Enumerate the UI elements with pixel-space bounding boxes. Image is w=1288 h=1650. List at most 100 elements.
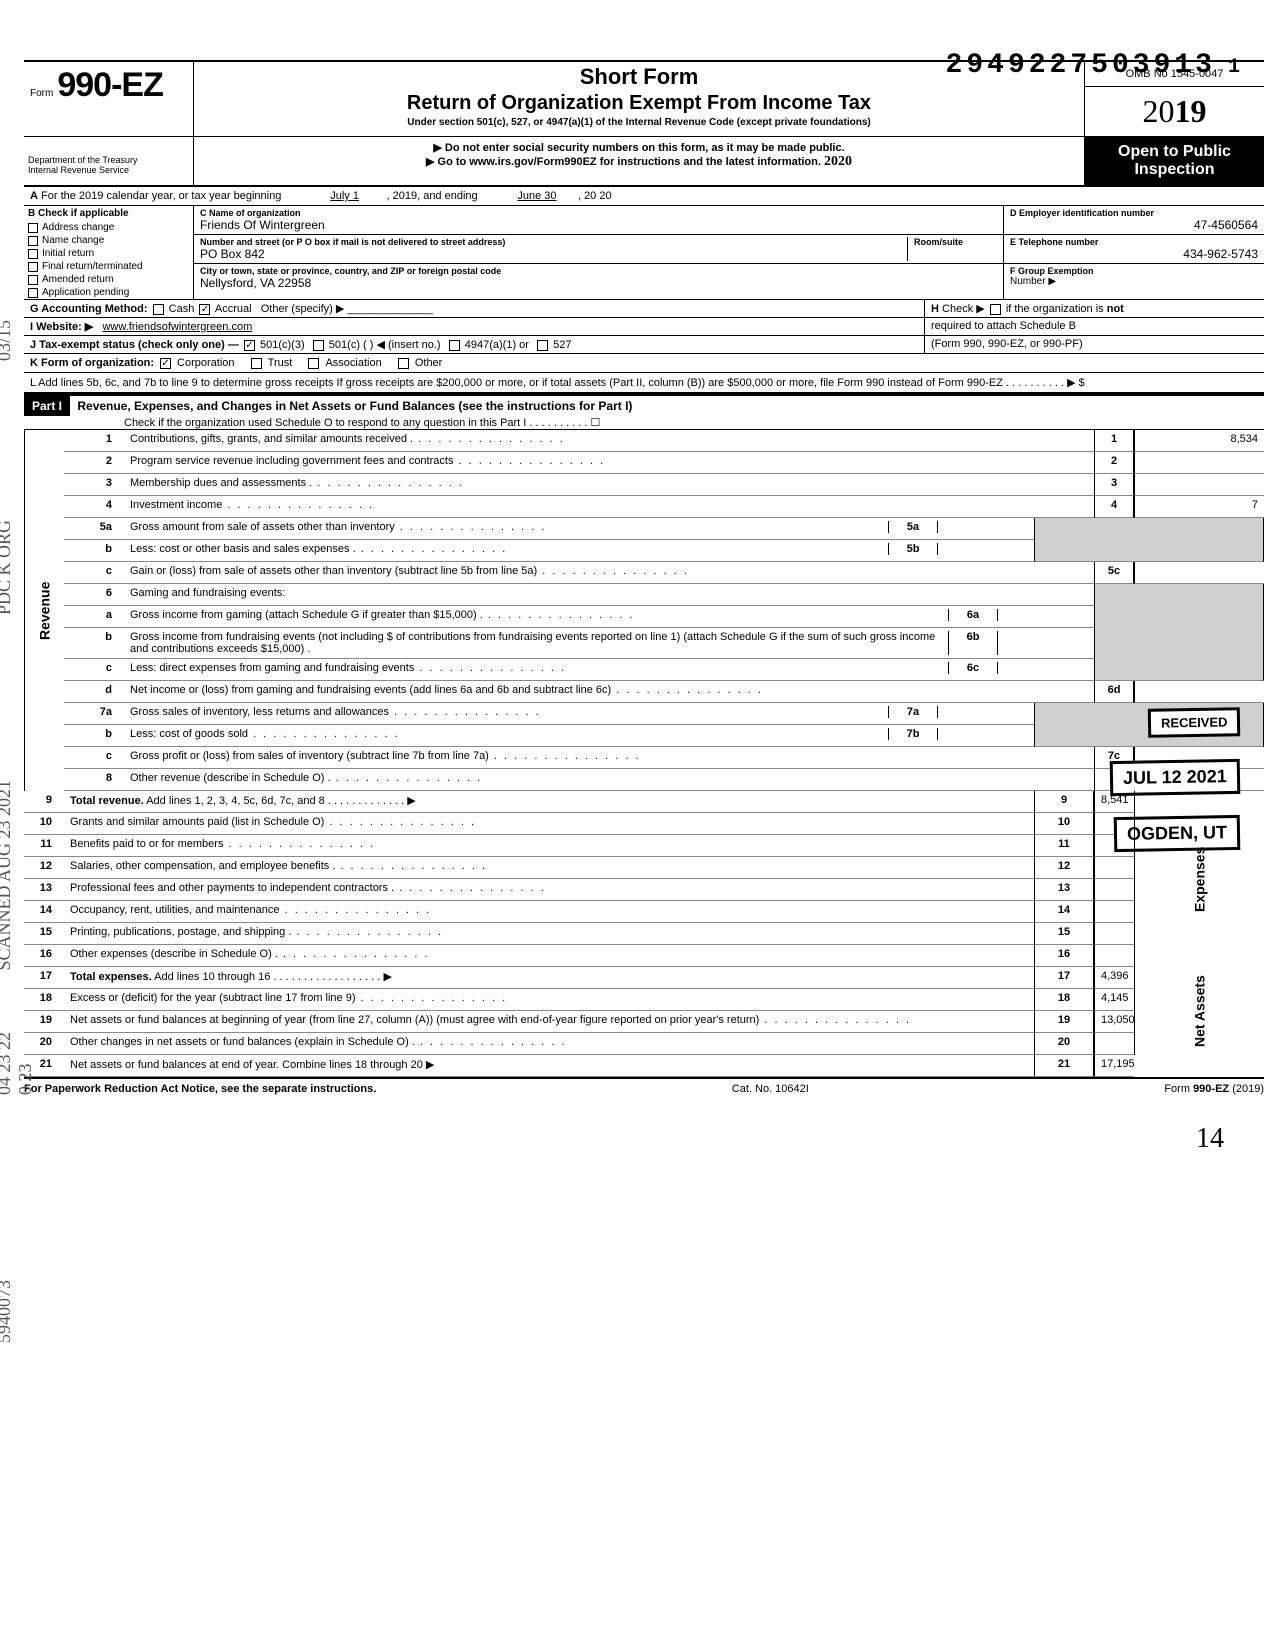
chk-address-change[interactable]: Address change [24,221,193,234]
chk-other[interactable] [398,358,409,369]
chk-association[interactable] [308,358,319,369]
chk-corporation[interactable] [160,358,171,369]
line-h-end: (Form 990, 990-EZ, or 990-PF) [924,336,1264,353]
line-7c-num: c [64,747,124,769]
chk-final-return[interactable]: Final return/terminated [24,260,193,273]
line-l: L Add lines 5b, 6c, and 7b to line 9 to … [24,373,1264,394]
line-14-val [1094,901,1134,923]
sidebar-net-assets: Net Assets [1134,967,1264,1055]
line-13-desc: Professional fees and other payments to … [64,879,1034,901]
line-5a-num: 5a [64,518,124,540]
line-13-val [1094,879,1134,901]
line-8-desc: Other revenue (describe in Schedule O) . [124,769,1094,791]
line-11-desc: Benefits paid to or for members [64,835,1034,857]
addr-label: Number and street (or P O box if mail is… [200,237,907,247]
main-info-block: B Check if applicable Address change Nam… [24,206,1264,300]
line-4-num: 4 [64,496,124,518]
line-18-box: 18 [1034,989,1094,1011]
line-7b-num: b [64,725,124,747]
line-5b-num: b [64,540,124,562]
margin-scribble-2: PDC K ORG [0,520,15,615]
chk-501c[interactable] [313,340,324,351]
line-10-box: 10 [1034,813,1094,835]
line-5c-val [1134,562,1264,584]
line-3-box: 3 [1094,474,1134,496]
line-13-num: 13 [24,879,64,901]
margin-scribble-4: 04 23 22 0 23 [0,1020,36,1095]
line-15-val [1094,923,1134,945]
group-exempt-label: F Group Exemption [1010,266,1258,276]
chk-trust[interactable] [251,358,262,369]
ein-label: D Employer identification number [1010,208,1258,218]
shaded-6 [1094,584,1264,681]
line-6a-desc: Gross income from gaming (attach Schedul… [124,606,1094,628]
line-13-box: 13 [1034,879,1094,901]
line-6-desc: Gaming and fundraising events: [124,584,1094,606]
line-2-num: 2 [64,452,124,474]
chk-name-change[interactable]: Name change [24,234,193,247]
line-1-val: 8,534 [1134,430,1264,452]
sidebar-expenses: Expenses [1134,791,1264,967]
line-16-val [1094,945,1134,967]
part-1-label: Part I [24,396,70,416]
line-10-desc: Grants and similar amounts paid (list in… [64,813,1034,835]
line-3-desc: Membership dues and assessments . [124,474,1094,496]
tax-year-row: A For the 2019 calendar year, or tax yea… [24,185,1264,206]
sidebar-revenue: Revenue [24,430,64,791]
line-6b-desc: Gross income from fundraising events (no… [124,628,1094,659]
line-2-box: 2 [1094,452,1134,474]
line-8-num: 8 [64,769,124,791]
header-row-2: Department of the TreasuryInternal Reven… [24,136,1264,185]
section-b: B Check if applicable Address change Nam… [24,206,194,299]
line-20-box: 20 [1034,1033,1094,1055]
line-19-box: 19 [1034,1011,1094,1033]
line-6d-num: d [64,681,124,703]
footer-left: For Paperwork Reduction Act Notice, see … [24,1083,376,1095]
line-i: I Website: ▶ www.friendsofwintergreen.co… [24,318,1264,336]
line-7a-num: 7a [64,703,124,725]
chk-527[interactable] [537,340,548,351]
part-1-header: Part I Revenue, Expenses, and Changes in… [24,394,1264,430]
phone-value: 434-962-5743 [1010,247,1258,261]
line-12-num: 12 [24,857,64,879]
line-18-num: 18 [24,989,64,1011]
chk-4947[interactable] [449,340,460,351]
part-1-grid: Revenue 1 Contributions, gifts, grants, … [24,430,1264,1077]
line-9-num: 9 [24,791,64,813]
chk-schedule-b[interactable] [990,304,1001,315]
phone-row: E Telephone number 434-962-5743 [1004,235,1264,264]
doc-id-main: 2949227503913 [946,50,1216,81]
footer-mid: Cat. No. 10642I [732,1083,809,1095]
handwritten-year: 2020 [824,154,852,169]
chk-initial-return[interactable]: Initial return [24,247,193,260]
phone-label: E Telephone number [1010,237,1258,247]
chk-cash[interactable] [153,304,164,315]
org-name-label: C Name of organization [200,208,997,218]
form-id-cell: Form 990-EZ [24,62,194,136]
line-18-val: 4,145 [1094,989,1134,1011]
line-6c-num: c [64,659,124,681]
line-12-desc: Salaries, other compensation, and employ… [64,857,1034,879]
page-number-handwritten: 14 [1196,1123,1224,1155]
line-12-val [1094,857,1134,879]
chk-accrual[interactable] [199,304,210,315]
chk-amended[interactable]: Amended return [24,273,193,286]
line-5c-desc: Gain or (loss) from sale of assets other… [124,562,1094,584]
chk-pending[interactable]: Application pending [24,286,193,299]
org-name: Friends Of Wintergreen [200,218,997,232]
stamp-received: RECEIVED [1147,707,1240,738]
margin-scribble-1: 03/15 [0,320,15,361]
document-id: 29492275039131 [946,50,1244,81]
form-990ez: 990-EZ [57,66,163,105]
instructions: ▶ Do not enter social security numbers o… [194,137,1084,185]
section-de: D Employer identification number 47-4560… [1004,206,1264,299]
line-18-desc: Excess or (deficit) for the year (subtra… [64,989,1034,1011]
under-section: Under section 501(c), 527, or 4947(a)(1)… [200,117,1078,128]
section-b-header: B Check if applicable [24,206,193,221]
chk-501c3[interactable] [244,340,255,351]
line-5b-desc: Less: cost or other basis and sales expe… [124,540,1034,562]
line-h: H Check ▶ if the organization is not [924,300,1264,317]
open-to-public: Open to PublicInspection [1084,137,1264,185]
line-1-desc: Contributions, gifts, grants, and simila… [124,430,1094,452]
line-21-box: 21 [1034,1055,1094,1077]
